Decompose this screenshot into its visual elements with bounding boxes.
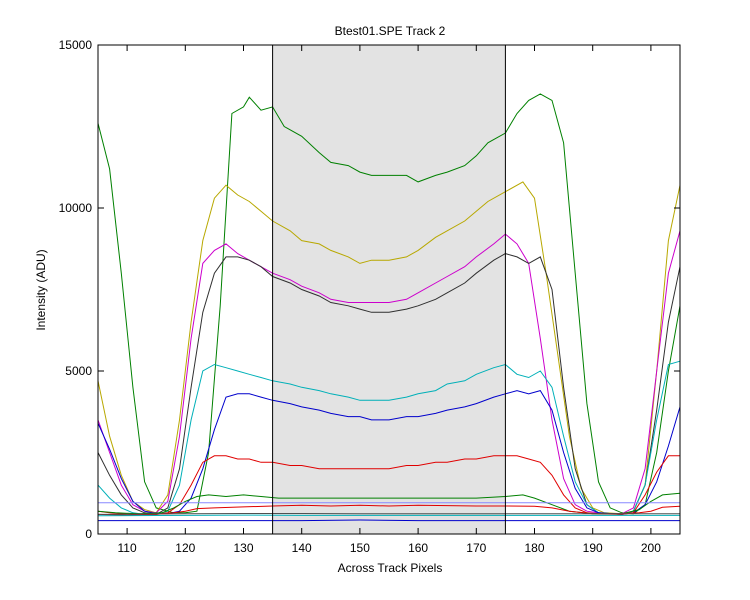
plot-frame xyxy=(97,44,681,535)
highlight-region xyxy=(272,45,506,534)
series-line-1 xyxy=(97,93,681,515)
x-tick-label: 130 xyxy=(233,541,253,555)
series-line-5 xyxy=(97,360,681,515)
x-tick-label: 110 xyxy=(118,541,137,555)
x-tick-label: 200 xyxy=(641,541,661,555)
series-line-12 xyxy=(98,519,680,522)
x-tick-label: 190 xyxy=(583,541,603,555)
x-axis-ticks: 110 120 130 140 150 160 170 180 190 200 xyxy=(118,45,661,555)
series-layer xyxy=(97,93,681,522)
x-tick-label: 170 xyxy=(466,541,486,555)
x-tick-label: 180 xyxy=(524,541,544,555)
plot-border xyxy=(97,44,681,535)
y-tick-label: 0 xyxy=(85,527,92,541)
series-line-10 xyxy=(97,513,680,515)
y-tick-label: 5000 xyxy=(65,364,92,378)
chart-title: Btest01.SPE Track 2 xyxy=(335,24,446,38)
x-tick-label: 140 xyxy=(292,541,312,555)
series-line-2 xyxy=(97,181,681,515)
series-line-4 xyxy=(97,253,681,515)
series-line-7 xyxy=(97,455,680,515)
y-axis-label: Intensity (ADU) xyxy=(34,249,48,330)
x-tick-label: 150 xyxy=(350,541,370,555)
x-tick-label: 120 xyxy=(175,541,195,555)
x-tick-label: 160 xyxy=(408,541,428,555)
series-line-11 xyxy=(97,514,680,517)
y-axis-ticks: 0 5000 10000 15000 xyxy=(59,38,680,541)
x-axis-label: Across Track Pixels xyxy=(338,561,443,575)
series-line-3 xyxy=(97,230,681,515)
series-line-6 xyxy=(97,390,681,515)
y-tick-label: 10000 xyxy=(59,201,93,215)
y-tick-label: 15000 xyxy=(59,38,93,52)
plot-background xyxy=(98,45,680,534)
